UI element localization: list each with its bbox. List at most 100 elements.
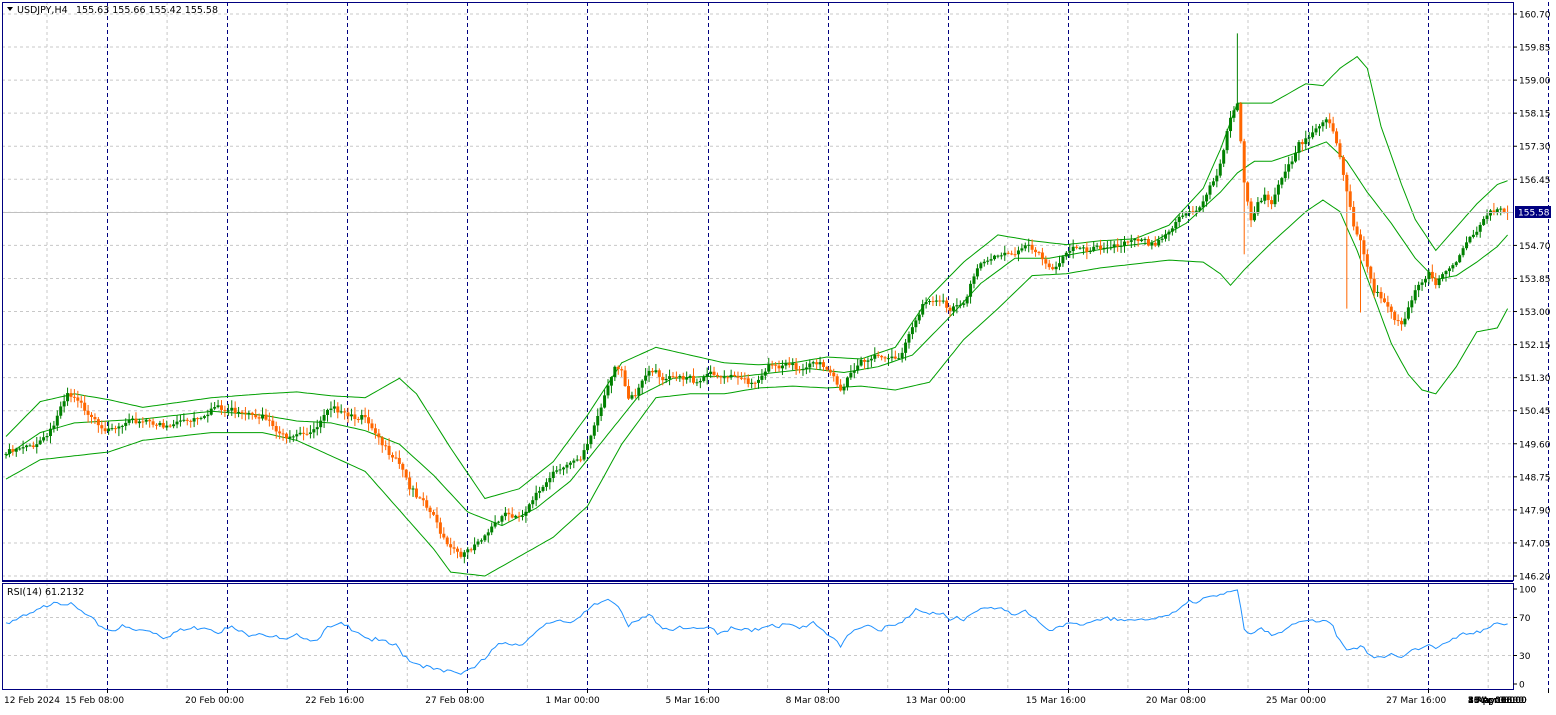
candle-body: [1198, 207, 1201, 210]
candle-body: [1321, 122, 1324, 126]
candle-body: [1106, 247, 1109, 248]
candle-body: [299, 433, 302, 434]
candle[interactable]: [1239, 102, 1242, 143]
candle-body: [795, 363, 798, 369]
candle-body: [637, 388, 640, 396]
candle-body: [610, 377, 613, 386]
candle-body: [596, 416, 599, 425]
candle-body: [1161, 239, 1164, 240]
candle-body: [456, 549, 459, 552]
candle-body: [723, 377, 726, 378]
candle-body: [890, 357, 893, 359]
candle-body: [66, 393, 69, 401]
candle-body: [364, 415, 367, 417]
candle-body: [1150, 243, 1153, 246]
candle-body: [1202, 201, 1205, 207]
candle-body: [545, 482, 548, 487]
candle-body: [391, 455, 394, 457]
candle-body: [1229, 118, 1232, 131]
candle-body: [500, 516, 503, 522]
candle-body: [1376, 292, 1379, 293]
candle-body: [1284, 172, 1287, 178]
candle-body: [1147, 239, 1150, 246]
candle-body: [1000, 255, 1003, 256]
candle-body: [1209, 185, 1212, 194]
candle[interactable]: [1226, 129, 1229, 154]
candle-body: [490, 527, 493, 533]
candle-body: [1253, 213, 1256, 220]
candle-body: [1390, 307, 1393, 312]
time-label: 8 May 00:00: [1468, 696, 1524, 706]
candle-body: [692, 376, 695, 383]
candle-body: [145, 420, 148, 422]
candle-body: [1297, 142, 1300, 153]
candle-body: [59, 406, 62, 415]
candle-body: [853, 371, 856, 373]
candle-body: [713, 372, 716, 375]
candle-body: [593, 425, 596, 435]
time-label: 12 Feb 2024: [4, 696, 60, 706]
candle-body: [1325, 119, 1328, 122]
candle-body: [565, 465, 568, 468]
candle-body: [955, 305, 958, 306]
candle-body: [1489, 211, 1492, 216]
candle-body: [562, 468, 565, 470]
candle-body: [1332, 123, 1335, 131]
candle-body: [49, 429, 52, 436]
candle-body: [18, 448, 21, 449]
candle-body: [504, 513, 507, 516]
candle-body: [1239, 103, 1242, 141]
candle-body: [938, 301, 941, 302]
candle-body: [1041, 253, 1044, 260]
candle-body: [949, 308, 952, 311]
candle-body: [1065, 253, 1068, 257]
candle-body: [569, 463, 572, 465]
candle-body: [894, 357, 897, 359]
candle-body: [819, 362, 822, 364]
candle-body: [1431, 272, 1434, 278]
candle-body: [80, 401, 83, 403]
candle-body: [210, 409, 213, 415]
candle-body: [1410, 300, 1413, 307]
candle-body: [784, 363, 787, 365]
candle-body: [1397, 320, 1400, 321]
rsi-tick-label: 0: [1519, 681, 1525, 691]
candle-body: [138, 421, 141, 423]
candle-body: [52, 426, 55, 429]
candle-body: [771, 365, 774, 366]
price-tick-label: 152.15: [1519, 341, 1551, 351]
candle-body: [1417, 285, 1420, 290]
time-label: 13 Mar 00:00: [906, 696, 966, 706]
candle[interactable]: [528, 503, 531, 513]
candle-body: [1133, 239, 1136, 240]
candle-body: [1085, 247, 1088, 252]
candle-body: [535, 493, 538, 500]
candle-body: [736, 376, 739, 378]
candle-body: [1407, 307, 1410, 318]
candle-body: [312, 429, 315, 432]
candle-body: [418, 497, 421, 498]
candle-body: [921, 304, 924, 315]
candle-body: [757, 380, 760, 383]
candle-body: [1246, 182, 1249, 201]
candle-body: [158, 423, 161, 425]
candle-body: [278, 431, 281, 433]
candle-body: [1472, 235, 1475, 237]
candle-body: [1335, 131, 1338, 143]
price-tick-label: 150.45: [1519, 407, 1551, 417]
candle-body: [942, 301, 945, 302]
candle-body: [589, 436, 592, 444]
candle-body: [1256, 202, 1259, 213]
candle-body: [28, 445, 31, 446]
candle-body: [706, 374, 709, 377]
candle-body: [966, 297, 969, 304]
candle-body: [412, 489, 415, 490]
candle-body: [104, 428, 107, 431]
time-label: 15 Feb 08:00: [65, 696, 124, 706]
candle-body: [730, 375, 733, 378]
candle-body: [463, 552, 466, 557]
candle-body: [1109, 247, 1112, 248]
candle-body: [1383, 298, 1386, 302]
